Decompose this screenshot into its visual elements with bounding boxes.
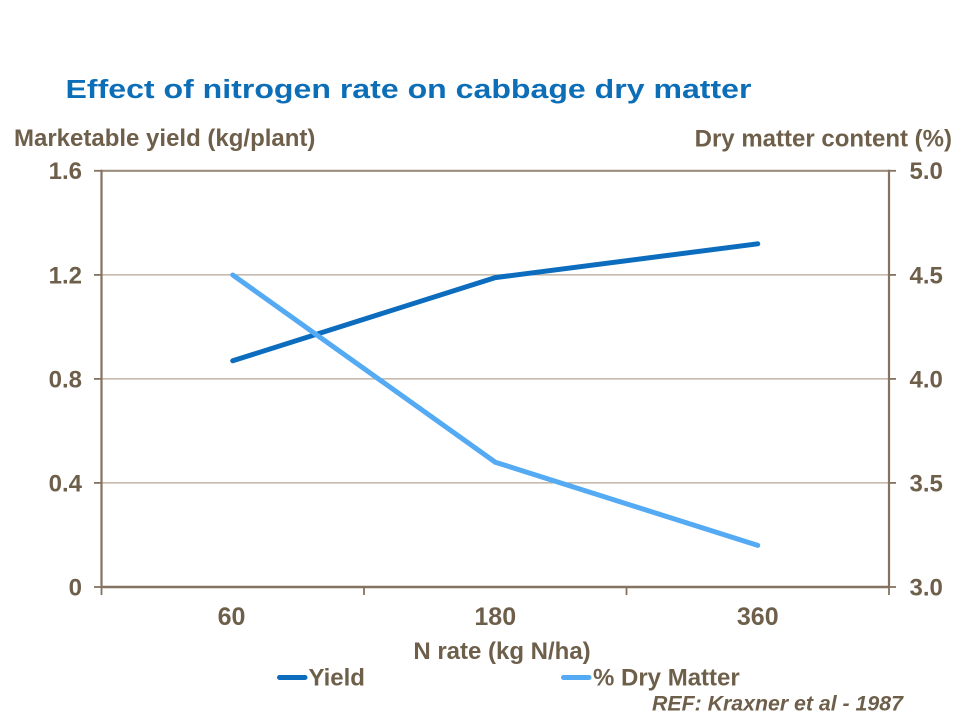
svg-text:Dry matter content (%): Dry matter content (%) [695, 126, 952, 153]
svg-text:4.5: 4.5 [910, 262, 943, 289]
svg-text:1.6: 1.6 [49, 158, 82, 185]
svg-text:N rate (kg N/ha): N rate (kg N/ha) [413, 638, 590, 665]
svg-text:3.0: 3.0 [910, 574, 943, 601]
svg-text:60: 60 [218, 603, 246, 631]
svg-text:4.0: 4.0 [910, 366, 943, 393]
svg-text:% Dry Matter: % Dry Matter [593, 664, 740, 691]
svg-text:5.0: 5.0 [910, 158, 943, 185]
svg-text:180: 180 [474, 603, 516, 631]
svg-text:0: 0 [69, 574, 82, 601]
svg-text:Marketable yield (kg/plant): Marketable yield (kg/plant) [14, 125, 315, 152]
svg-text:Effect of nitrogen rate on cab: Effect of nitrogen rate on cabbage dry m… [66, 76, 752, 104]
svg-text:1.2: 1.2 [49, 262, 82, 289]
svg-text:0.4: 0.4 [49, 470, 83, 497]
svg-text:0.8: 0.8 [49, 366, 82, 393]
svg-text:REF: Kraxner et al - 1987: REF: Kraxner et al - 1987 [652, 692, 904, 716]
svg-text:360: 360 [737, 603, 779, 631]
svg-text:Yield: Yield [309, 664, 365, 691]
svg-text:3.5: 3.5 [910, 470, 943, 497]
